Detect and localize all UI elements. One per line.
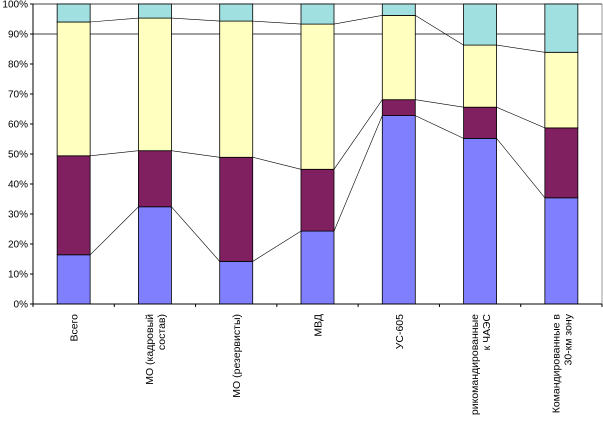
- bar-segment: [138, 150, 172, 208]
- x-tick-label: Всего: [69, 314, 81, 342]
- bar-segment: [300, 23, 335, 170]
- bar-segment: [138, 3, 172, 19]
- y-tick-label: 50%: [8, 150, 28, 161]
- series-line: [496, 44, 545, 53]
- x-tick-label: МВД: [313, 314, 325, 337]
- bar-segment: [300, 230, 335, 305]
- x-tick-label: к ЧАЭС: [481, 314, 493, 351]
- bar-segment: [381, 99, 416, 116]
- y-tick-label: 40%: [8, 180, 28, 191]
- y-tick-label: 20%: [8, 240, 28, 251]
- series-line: [171, 150, 220, 158]
- y-tick-label: 60%: [8, 120, 28, 131]
- series-line: [496, 138, 546, 198]
- x-tick-label: состав): [156, 314, 168, 350]
- bar-segment: [219, 20, 254, 158]
- bar-segment: [544, 3, 579, 53]
- series-line: [415, 15, 464, 46]
- bar-segment: [219, 3, 254, 22]
- y-tick-label: 100%: [2, 0, 28, 11]
- series-line: [90, 17, 139, 23]
- bar-segment: [544, 127, 579, 199]
- bar-segment: [300, 3, 335, 25]
- y-tick-label: 80%: [8, 60, 28, 71]
- x-tick-label: УС-605: [394, 314, 406, 349]
- series-line: [252, 230, 302, 262]
- series-line: [90, 150, 139, 157]
- y-tick-label: 70%: [8, 90, 28, 101]
- axes: [30, 3, 603, 307]
- bar-segment: [463, 106, 497, 139]
- bar-segment: [463, 44, 497, 108]
- bar-segment: [219, 156, 254, 262]
- series-line: [333, 15, 383, 25]
- x-tick-label: 30-км зону: [562, 313, 574, 365]
- y-tick-label: 90%: [8, 30, 28, 41]
- series-line: [333, 115, 383, 232]
- series-line: [252, 20, 302, 25]
- bar-segment: [56, 3, 91, 23]
- bar-segment: [463, 137, 497, 305]
- x-tick-label: МО (кадровый: [144, 314, 156, 385]
- bar-segment: [381, 3, 416, 16]
- x-tick-label: Командированные в: [550, 314, 562, 414]
- bar-segment: [56, 21, 91, 157]
- bar-segment: [56, 155, 91, 256]
- series-lines: [89, 15, 546, 262]
- bar-segment: [138, 17, 172, 152]
- x-tick-label: рикомандированные: [469, 314, 481, 415]
- bar-segment: [544, 51, 579, 129]
- series-line: [89, 206, 139, 256]
- bar-segment: [300, 168, 335, 232]
- bar-segment: [381, 115, 416, 305]
- series-line: [496, 106, 545, 129]
- y-tick-label: 0%: [14, 300, 29, 311]
- bar-segment: [138, 206, 172, 305]
- x-tick-labels: Всего МО (кадровый состав) МО (резервисты) М…: [69, 313, 575, 415]
- series-line: [171, 17, 220, 22]
- bar-segment: [219, 260, 254, 305]
- bar-segment: [56, 254, 91, 305]
- series-line: [415, 99, 464, 108]
- y-tick-label: 30%: [8, 210, 28, 221]
- bar-segment: [544, 197, 579, 305]
- series-line: [333, 99, 383, 170]
- bar-segment: [463, 3, 497, 46]
- y-tick-labels: 0% 10% 20% 30% 40% 50% 60% 70% 80% 90% 100%: [2, 0, 28, 311]
- series-line: [171, 206, 220, 262]
- series-line: [252, 157, 302, 170]
- bars: [56, 3, 579, 305]
- bar-segment: [381, 14, 416, 101]
- y-tick-label: 10%: [8, 270, 28, 281]
- x-tick-label: МО (резервисты): [231, 314, 243, 398]
- series-line: [415, 115, 464, 139]
